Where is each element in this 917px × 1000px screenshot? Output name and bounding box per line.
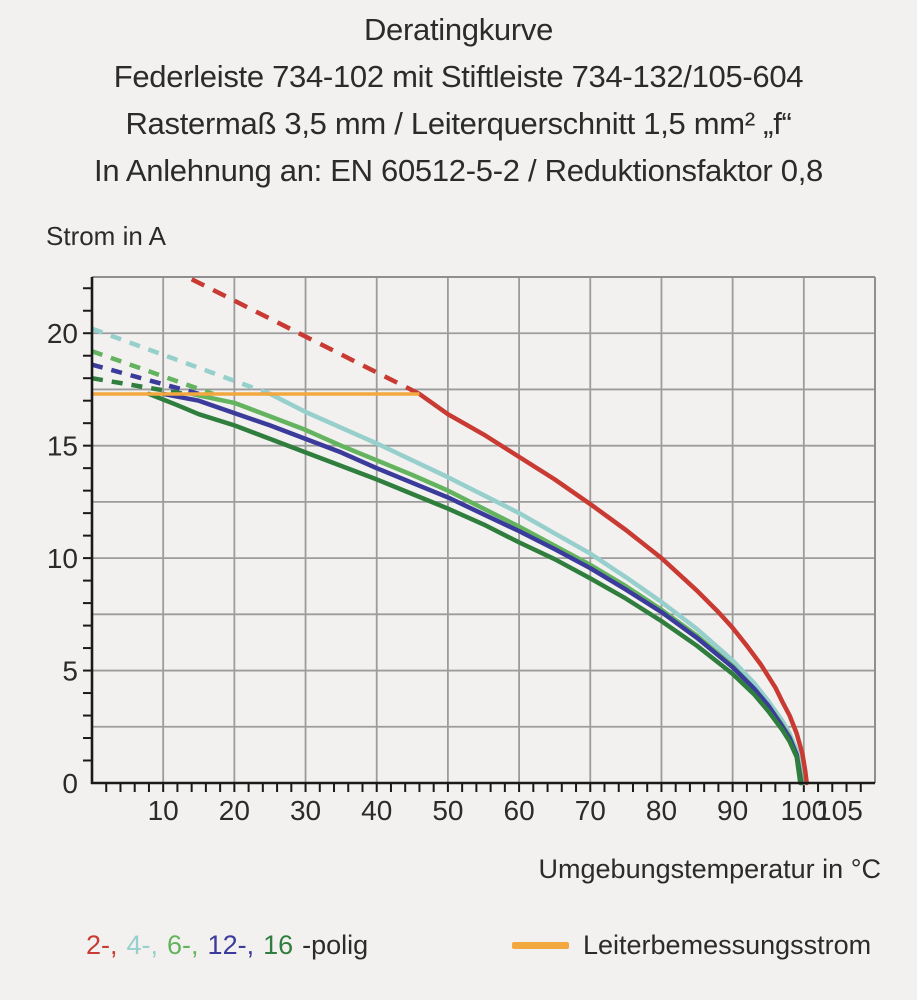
curve-solid-6-polig <box>189 391 805 786</box>
x-tick-label: 40 <box>361 795 392 826</box>
curve-solid-16-polig <box>146 391 803 786</box>
y-tick-label: 20 <box>47 318 78 349</box>
rated-current-label: Leiterbemessungsstrom <box>583 930 872 960</box>
legend-pole-counts: 2-, 4-, 6-, 12-, 16 -polig <box>86 930 368 961</box>
legend-polig-suffix: -polig <box>302 930 369 960</box>
y-tick-label: 0 <box>62 768 78 799</box>
curve-solid-4-polig <box>267 391 807 786</box>
curve-dashed-6-polig <box>91 349 214 397</box>
x-tick-label: 70 <box>575 795 606 826</box>
legend-rated-current: Leiterbemessungsstrom <box>512 930 871 961</box>
x-tick-label: 20 <box>219 795 250 826</box>
chart-title-block: Deratingkurve Federleiste 734-102 mit St… <box>0 6 917 194</box>
x-tick-label: 10 <box>148 795 179 826</box>
title-line-3: Rastermaß 3,5 mm / Leiterquerschnitt 1,5… <box>125 106 792 141</box>
legend-item-4-polig: 4-, <box>126 930 159 960</box>
x-tick-label: 60 <box>504 795 535 826</box>
x-tick-label: 100 <box>780 795 827 826</box>
y-tick-label: 15 <box>47 431 78 462</box>
x-tick-label: 90 <box>717 795 748 826</box>
legend-item-16-polig: 16 <box>263 930 294 960</box>
title-line-2: Federleiste 734-102 mit Stiftleiste 734-… <box>113 59 804 94</box>
y-tick-label: 5 <box>62 656 78 687</box>
rated-current-line-swatch <box>512 942 569 949</box>
legend-item-6-polig: 6-, <box>167 930 199 960</box>
legend-item-12-polig: 12-, <box>207 930 255 960</box>
legend-pole-items: 2-, 4-, 6-, 12-, 16 <box>86 930 302 960</box>
curve-solid-12-polig <box>160 391 804 786</box>
curve-dashed-2-polig <box>190 277 421 396</box>
y-axis-label: Strom in A <box>46 221 166 251</box>
y-tick-label: 10 <box>47 543 78 574</box>
curve-dashed-16-polig <box>91 375 185 397</box>
title-line-1: Deratingkurve <box>363 12 554 47</box>
x-tick-label: 105 <box>816 795 863 826</box>
x-tick-label: 50 <box>432 795 463 826</box>
x-tick-label: 80 <box>646 795 677 826</box>
x-tick-label: 30 <box>290 795 321 826</box>
title-line-4: In Anlehnung an: EN 60512-5-2 / Reduktio… <box>94 153 823 188</box>
legend-item-2-polig: 2-, <box>86 930 118 960</box>
curve-solid-2-polig <box>417 391 809 786</box>
x-axis-label: Umgebungstemperatur in °C <box>538 854 881 884</box>
